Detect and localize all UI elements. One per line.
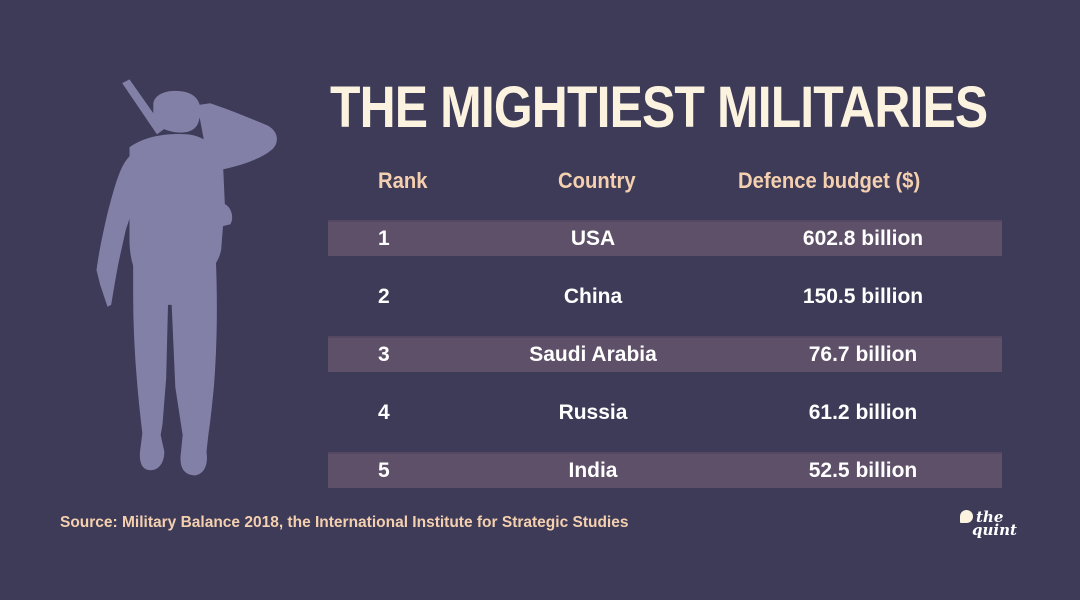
the-quint-logo: the quint (958, 506, 1028, 550)
budget-cell: 52.5 billion (808, 459, 918, 482)
table-row: 3 Saudi Arabia 76.7 billion (328, 336, 1002, 372)
column-header-budget: Defence budget ($) (738, 168, 921, 193)
table-row: 5 India 52.5 billion (328, 452, 1002, 488)
speech-bubble-icon (960, 510, 973, 523)
rank-cell: 3 (378, 343, 390, 366)
logo-text-the: the (976, 508, 1004, 526)
rank-cell: 2 (378, 285, 390, 308)
column-header-country: Country (558, 168, 636, 193)
budget-cell: 150.5 billion (802, 285, 924, 308)
saluting-soldier-silhouette-icon (96, 79, 277, 476)
table-row: 4 Russia 61.2 billion (328, 396, 1002, 430)
table-row: 2 China 150.5 billion (328, 280, 1002, 314)
country-cell: Russia (558, 401, 628, 424)
country-cell: USA (570, 227, 616, 250)
budget-cell: 76.7 billion (808, 343, 918, 366)
country-cell: China (563, 285, 623, 308)
rank-cell: 4 (378, 401, 390, 424)
country-cell: India (568, 459, 618, 482)
rank-cell: 1 (378, 227, 390, 250)
budget-cell: 61.2 billion (808, 401, 918, 424)
budget-cell: 602.8 billion (802, 227, 924, 250)
rank-cell: 5 (378, 459, 390, 482)
country-cell: Saudi Arabia (529, 343, 657, 366)
column-header-rank: Rank (378, 168, 428, 193)
source-note: Source: Military Balance 2018, the Inter… (60, 514, 629, 531)
page-title: THE MIGHTIEST MILITARIES (330, 75, 988, 140)
table-row: 1 USA 602.8 billion (328, 220, 1002, 256)
logo-text-quint: quint (972, 521, 1017, 539)
